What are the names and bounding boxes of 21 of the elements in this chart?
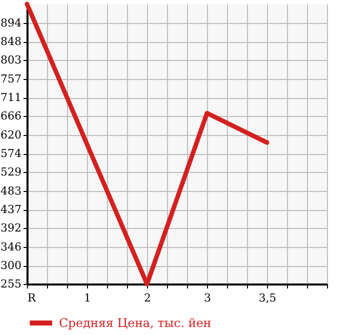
y-tick-label: 620: [0, 128, 22, 142]
y-tick-label: 300: [0, 259, 22, 272]
y-tick-label: 666: [0, 110, 22, 122]
y-tick-label: 711: [0, 91, 22, 104]
y-tick-label: 894: [0, 16, 22, 30]
x-tick-label: 3: [204, 292, 211, 304]
x-tick-label: R: [28, 292, 36, 304]
legend-label: Средняя Цена, тыс. йен: [59, 316, 212, 330]
y-tick-label: 392: [0, 222, 22, 234]
x-tick-label: 1: [84, 292, 91, 304]
y-tick-label: 529: [0, 166, 22, 178]
y-tick-label: 803: [0, 54, 22, 66]
x-tick-label: 2: [144, 292, 151, 304]
y-tick-label: 255: [0, 278, 22, 290]
y-tick-label: 483: [0, 184, 22, 198]
y-tick-label: 757: [0, 72, 22, 86]
y-tick-label: 437: [0, 203, 22, 216]
y-tick-label: 574: [0, 147, 22, 160]
y-tick-label: 848: [0, 35, 22, 48]
x-tick-label: 3,5: [258, 292, 276, 304]
y-tick-label: 346: [0, 240, 22, 254]
